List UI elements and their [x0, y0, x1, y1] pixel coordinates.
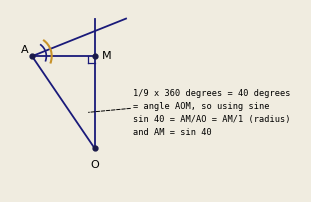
Text: 1/9 x 360 degrees = 40 degrees
= angle AOM, so using sine
sin 40 = AM/AO = AM/1 : 1/9 x 360 degrees = 40 degrees = angle A…	[133, 89, 291, 136]
Text: A: A	[21, 45, 29, 55]
Text: O: O	[90, 159, 99, 169]
Text: M: M	[102, 51, 111, 61]
